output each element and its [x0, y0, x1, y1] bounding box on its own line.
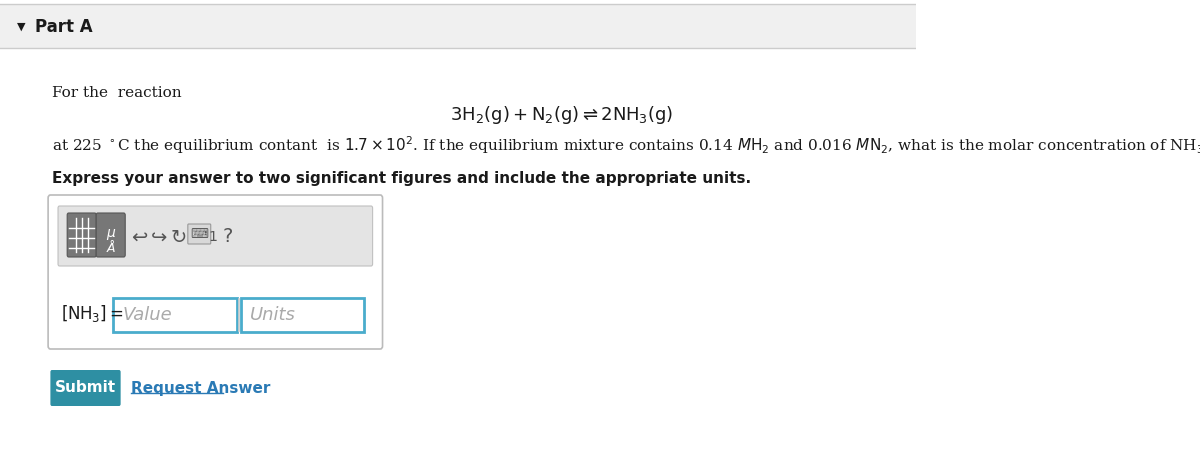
Text: Value: Value [122, 306, 172, 324]
Text: Express your answer to two significant figures and include the appropriate units: Express your answer to two significant f… [52, 170, 751, 185]
FancyBboxPatch shape [113, 298, 236, 332]
FancyBboxPatch shape [0, 5, 917, 48]
Text: $\mu$: $\mu$ [106, 228, 116, 242]
FancyBboxPatch shape [96, 213, 125, 257]
Text: 1: 1 [209, 230, 217, 244]
Text: Part A: Part A [35, 18, 92, 36]
Text: $[\mathrm{NH}_3] =$: $[\mathrm{NH}_3] =$ [61, 304, 124, 325]
FancyBboxPatch shape [67, 213, 96, 257]
Text: ▼: ▼ [17, 22, 25, 32]
Text: Request Answer: Request Answer [131, 381, 271, 396]
Text: For the  reaction: For the reaction [52, 86, 181, 100]
Text: at 225 $^\circ$C the equilibrium contant  is $1.7\times10^2$. If the equilibrium: at 225 $^\circ$C the equilibrium contant… [52, 134, 1200, 156]
Text: ↩: ↩ [131, 228, 148, 246]
Text: Submit: Submit [55, 381, 116, 396]
Text: ↻: ↻ [170, 228, 187, 246]
FancyBboxPatch shape [48, 195, 383, 349]
FancyBboxPatch shape [240, 298, 365, 332]
FancyBboxPatch shape [188, 224, 211, 244]
Text: ↪: ↪ [151, 228, 167, 246]
FancyBboxPatch shape [58, 206, 373, 266]
Text: $\AA$: $\AA$ [106, 239, 116, 255]
FancyBboxPatch shape [50, 370, 121, 406]
Text: ?: ? [222, 228, 233, 246]
Text: Units: Units [250, 306, 295, 324]
Text: $3\mathrm{H}_2(\mathrm{g})+\mathrm{N}_2(\mathrm{g})\rightleftharpoons 2\mathrm{N: $3\mathrm{H}_2(\mathrm{g})+\mathrm{N}_2(… [450, 104, 673, 126]
Text: ⌨: ⌨ [191, 228, 209, 240]
